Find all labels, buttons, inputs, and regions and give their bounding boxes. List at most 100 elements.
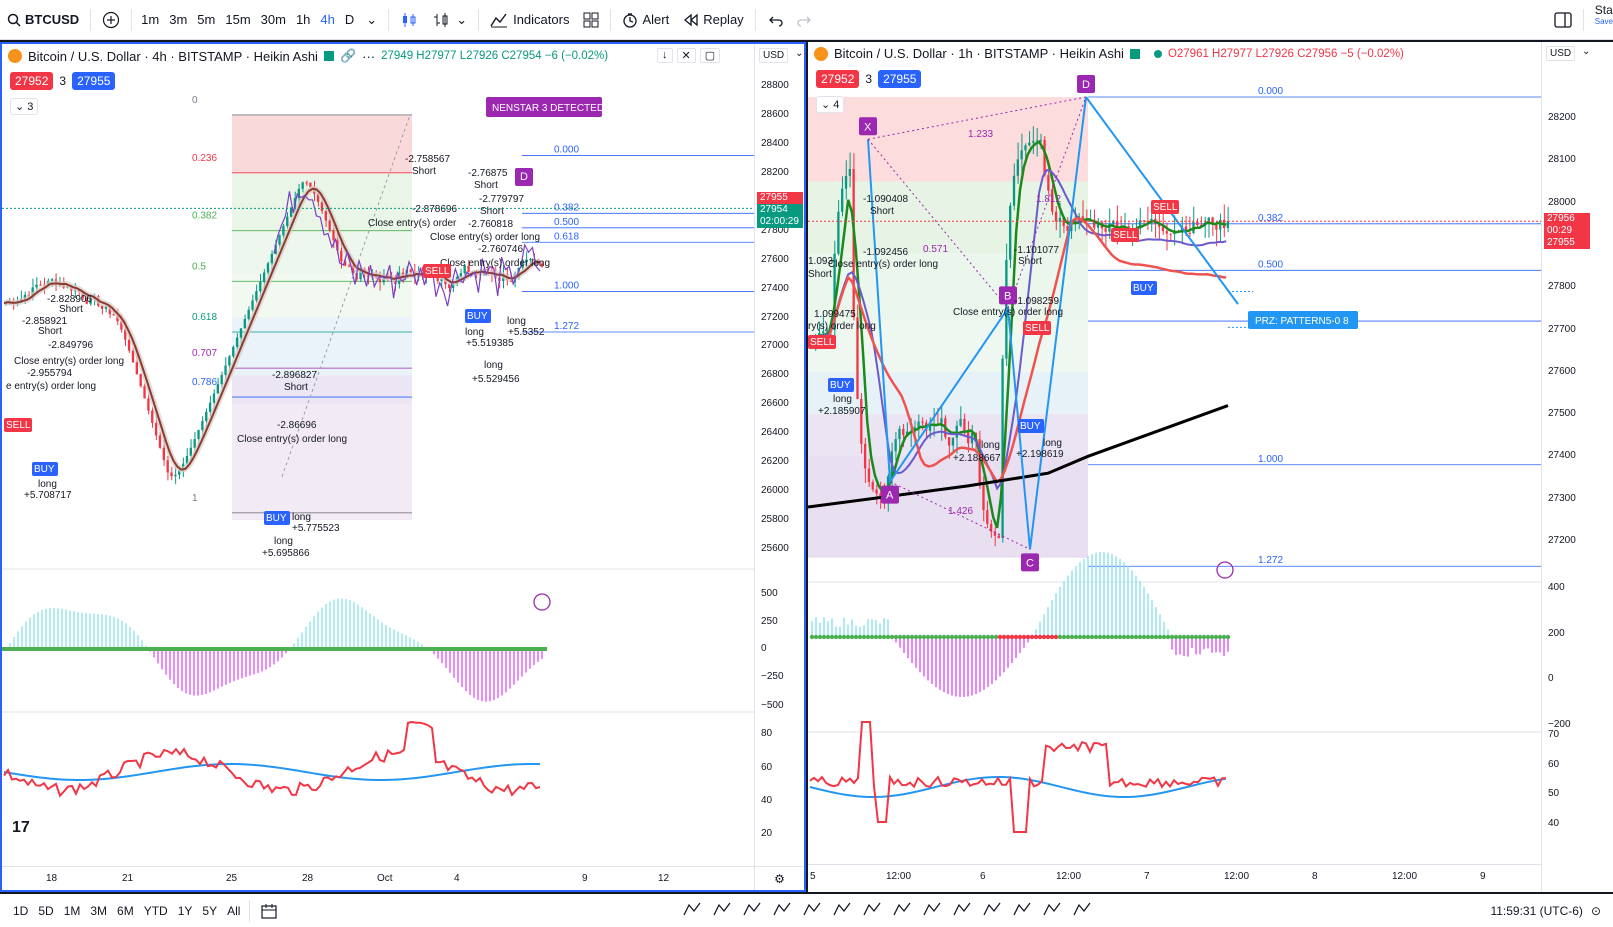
left-price-axis[interactable]: USD ⌄ 2880028600284002820028000278002760…	[754, 44, 804, 890]
bars-pattern-icon[interactable]	[892, 900, 912, 921]
candle	[1028, 142, 1031, 146]
add-symbol-button[interactable]	[95, 5, 127, 35]
sell-quote-button[interactable]: 27952	[10, 72, 54, 90]
alert-button[interactable]: Alert	[615, 5, 676, 35]
right-chart-canvas[interactable]: 0.0000.3820.5000.61.0001.272XABCD1.2330.…	[808, 42, 1541, 864]
arrow-down-icon[interactable]: ↓	[657, 48, 673, 63]
timeframe-30m[interactable]: 30m	[260, 12, 286, 27]
currency-selector[interactable]: USD	[759, 48, 789, 63]
indicators-collapse-button[interactable]: ⌄ 3	[10, 98, 39, 115]
price-tick: 26400	[761, 427, 789, 439]
right-chart-pane[interactable]: 0.0000.3820.5000.61.0001.272XABCD1.2330.…	[808, 42, 1613, 892]
range-3m[interactable]: 3M	[90, 903, 108, 918]
candle	[1157, 223, 1161, 227]
menu-lines-icon[interactable]	[1072, 900, 1092, 921]
range-ytd[interactable]: YTD	[143, 903, 168, 918]
trade-annotation: -2.955794	[27, 368, 72, 379]
replay-button[interactable]: Replay	[676, 5, 750, 35]
range-1d[interactable]: 1D	[13, 903, 29, 918]
redo-button[interactable]	[790, 5, 820, 35]
time-tick: 12:00	[1056, 871, 1082, 882]
trade-annotation: +5.695866	[262, 548, 310, 559]
collapse-icon[interactable]: ✕	[676, 48, 696, 63]
timeframe-5m[interactable]: 5m	[197, 12, 216, 27]
trade-annotation: +5.5352	[508, 327, 545, 338]
maximize-icon[interactable]: ▢	[699, 48, 721, 63]
fib-channel-icon[interactable]	[1042, 900, 1062, 921]
candle	[436, 277, 439, 281]
timeframe-D[interactable]: D	[344, 12, 355, 27]
ray-icon[interactable]	[832, 900, 852, 921]
timeframe-3m[interactable]: 3m	[169, 12, 188, 27]
buy-quote-button[interactable]: 27955	[878, 70, 922, 88]
symbol-search[interactable]: BTCUSD	[0, 5, 86, 35]
candle	[989, 523, 993, 532]
price-tag-last: 27954	[757, 204, 803, 217]
currency-selector[interactable]: USD	[1546, 46, 1576, 61]
macd-dot	[1057, 634, 1063, 640]
candle	[104, 305, 108, 309]
timeframe-1m[interactable]: 1m	[141, 12, 160, 27]
chart-type-button[interactable]: ⌄	[425, 5, 474, 35]
head-shoulders-icon[interactable]	[952, 900, 972, 921]
time-settings-button[interactable]: ⊙	[1591, 904, 1613, 918]
pattern-tool-icon[interactable]	[682, 900, 702, 921]
save-layout-button[interactable]: Sta Save	[1588, 4, 1613, 35]
trade-annotation: long	[981, 440, 1000, 451]
settings-button[interactable]: ⚙	[754, 866, 804, 890]
fib-extension-label: 0.500	[1258, 259, 1283, 270]
layout-button[interactable]	[576, 5, 606, 35]
indicators-button[interactable]: Indicators	[483, 5, 576, 35]
macd-dot	[1213, 634, 1219, 640]
timeframe-4h[interactable]: 4h	[320, 12, 335, 27]
candle	[124, 329, 127, 340]
link-icon[interactable]: 🔗	[339, 48, 357, 63]
lines-tool-icon[interactable]	[772, 900, 792, 921]
sell-quote-button[interactable]: 27952	[816, 70, 860, 88]
left-chart-pane[interactable]: 0 0.236 0.382 0.5 0.618 0.707 0.786 1 0.000 0.382…	[0, 42, 806, 892]
fib-zone	[232, 317, 412, 376]
goto-date-button[interactable]	[254, 896, 284, 926]
macd-dot	[885, 634, 891, 640]
range-5d[interactable]: 5D	[38, 903, 54, 918]
panel-toggle-button[interactable]	[1547, 5, 1579, 35]
left-chart-canvas[interactable]: 0 0.236 0.382 0.5 0.618 0.707 0.786 1 0.000 0.382…	[2, 44, 754, 866]
horizontal-line-icon[interactable]	[802, 900, 822, 921]
right-time-axis[interactable]: 5 12:00 6 12:00 7 12:00 8 12:00 9	[808, 864, 1541, 888]
macd-dot	[1105, 634, 1111, 640]
xabcd-pattern-icon[interactable]	[742, 900, 762, 921]
indicators-collapse-button[interactable]: ⌄ 4	[816, 96, 845, 113]
candle	[166, 460, 169, 473]
sell-signal	[808, 335, 836, 349]
ruler-icon[interactable]	[862, 900, 882, 921]
more-icon[interactable]: ···	[362, 48, 376, 64]
range-all[interactable]: All	[227, 903, 241, 918]
candle	[143, 386, 146, 399]
undo-button[interactable]	[760, 5, 790, 35]
macd-dot	[1093, 634, 1099, 640]
fib-circle-icon[interactable]	[982, 900, 1002, 921]
candle	[1020, 150, 1023, 160]
timeframe-15m[interactable]: 15m	[225, 12, 251, 27]
range-1y[interactable]: 1Y	[177, 903, 193, 918]
fib-levels-icon[interactable]	[1012, 900, 1032, 921]
buy-quote-button[interactable]: 27955	[72, 72, 116, 90]
lightning-icon	[1216, 561, 1234, 579]
bars-style-button[interactable]	[393, 5, 425, 35]
range-5y[interactable]: 5Y	[202, 903, 218, 918]
right-price-axis[interactable]: USD ⌄ 2820028100280002790027800277002760…	[1541, 42, 1591, 892]
timeframe-dropdown[interactable]: ⌄	[359, 5, 384, 35]
date-range-group: 1D 5D 1M 3M 6M YTD 1Y 5Y All	[0, 904, 245, 918]
macd-tick: −200	[1548, 719, 1571, 730]
abc-pattern-icon[interactable]	[712, 900, 732, 921]
trade-annotation: -2.758567	[405, 154, 450, 165]
buy-signal	[1131, 281, 1157, 295]
trade-annotation: -2.858921	[22, 316, 67, 327]
candle	[262, 272, 266, 282]
trendline-icon[interactable]	[922, 900, 942, 921]
range-1m[interactable]: 1M	[63, 903, 81, 918]
clock[interactable]: 11:59:31 (UTC-6)	[1490, 903, 1583, 918]
timeframe-1h[interactable]: 1h	[295, 12, 311, 27]
left-time-axis[interactable]: 18 21 25 28 Oct 4 9 12	[2, 866, 754, 890]
range-6m[interactable]: 6M	[117, 903, 134, 918]
